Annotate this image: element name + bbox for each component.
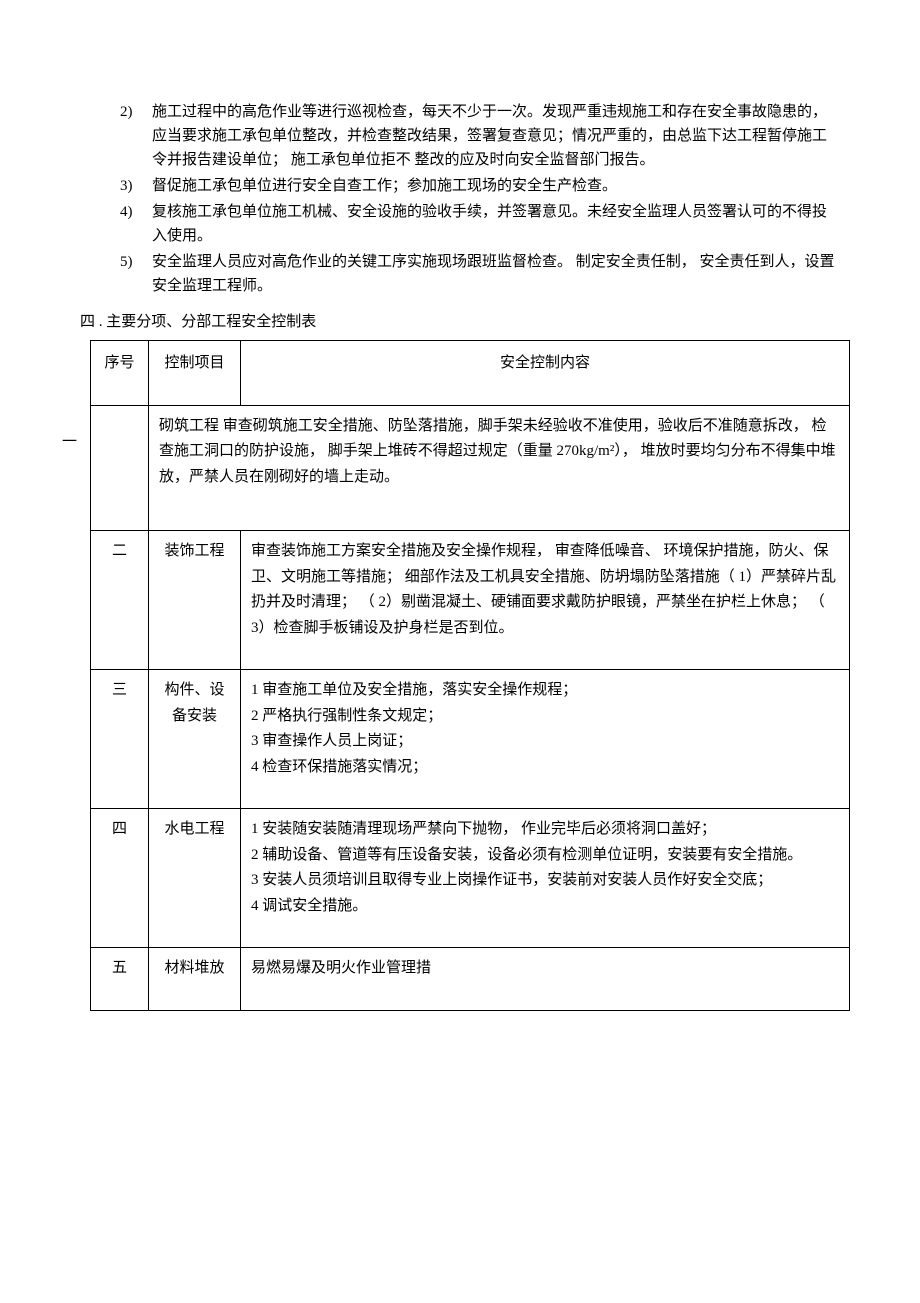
header-content: 安全控制内容 [241,341,850,406]
cell-seq: 三 [91,670,149,809]
header-seq: 序号 [91,341,149,406]
list-item: 3) 督促施工承包单位进行安全自查工作；参加施工现场的安全生产检查。 [80,174,840,198]
numbered-list: 2) 施工过程中的高危作业等进行巡视检查，每天不少于一次。发现严重违规施工和存在… [80,100,840,298]
list-marker: 3) [120,174,152,198]
side-marker-one: 一 [62,430,77,454]
table-row: 砌筑工程 审查砌筑施工安全措施、防坠落措施，脚手架未经验收不准使用，验收后不准随… [91,405,850,531]
list-item: 4) 复核施工承包单位施工机械、安全设施的验收手续，并签署意见。未经安全监理人员… [80,200,840,248]
cell-item: 装饰工程 [149,531,241,670]
list-item: 2) 施工过程中的高危作业等进行巡视检查，每天不少于一次。发现严重违规施工和存在… [80,100,840,172]
cell-merged: 砌筑工程 审查砌筑施工安全措施、防坠落措施，脚手架未经验收不准使用，验收后不准随… [149,405,850,531]
table-header-row: 序号 控制项目 安全控制内容 [91,341,850,406]
cell-content: 审查砌筑施工安全措施、防坠落措施，脚手架未经验收不准使用，验收后不准随意拆改， … [159,418,836,485]
cell-content: 1 审查施工单位及安全措施，落实安全操作规程；2 严格执行强制性条文规定；3 审… [241,670,850,809]
cell-content: 审查装饰施工方案安全措施及安全操作规程， 审查降低噪音、 环境保护措施，防火、保… [241,531,850,670]
list-marker: 2) [120,100,152,172]
table-row: 四 水电工程 1 安装随安装随清理现场严禁向下抛物， 作业完毕后必须将洞口盖好；… [91,809,850,948]
list-text: 施工过程中的高危作业等进行巡视检查，每天不少于一次。发现严重违规施工和存在安全事… [152,100,840,172]
cell-seq: 五 [91,948,149,1011]
page-container: 一 2) 施工过程中的高危作业等进行巡视检查，每天不少于一次。发现严重违规施工和… [80,100,840,1011]
cell-seq: 四 [91,809,149,948]
section-heading: 四 . 主要分项、分部工程安全控制表 [80,310,840,334]
table-row: 二 装饰工程 审查装饰施工方案安全措施及安全操作规程， 审查降低噪音、 环境保护… [91,531,850,670]
cell-item: 构件、设备安装 [149,670,241,809]
list-text: 督促施工承包单位进行安全自查工作；参加施工现场的安全生产检查。 [152,174,840,198]
list-text: 复核施工承包单位施工机械、安全设施的验收手续，并签署意见。未经安全监理人员签署认… [152,200,840,248]
list-marker: 4) [120,200,152,248]
cell-seq: 二 [91,531,149,670]
cell-content: 1 安装随安装随清理现场严禁向下抛物， 作业完毕后必须将洞口盖好；2 辅助设备、… [241,809,850,948]
safety-control-table: 序号 控制项目 安全控制内容 砌筑工程 审查砌筑施工安全措施、防坠落措施，脚手架… [90,340,850,1011]
table-row: 三 构件、设备安装 1 审查施工单位及安全措施，落实安全操作规程；2 严格执行强… [91,670,850,809]
cell-content: 易燃易爆及明火作业管理措 [241,948,850,1011]
cell-item-prefix: 砌筑工程 [159,418,219,434]
list-marker: 5) [120,250,152,298]
table-row: 五 材料堆放 易燃易爆及明火作业管理措 [91,948,850,1011]
list-text: 安全监理人员应对高危作业的关键工序实施现场跟班监督检查。 制定安全责任制， 安全… [152,250,840,298]
list-item: 5) 安全监理人员应对高危作业的关键工序实施现场跟班监督检查。 制定安全责任制，… [80,250,840,298]
cell-seq [91,405,149,531]
header-item: 控制项目 [149,341,241,406]
cell-item: 材料堆放 [149,948,241,1011]
cell-item: 水电工程 [149,809,241,948]
